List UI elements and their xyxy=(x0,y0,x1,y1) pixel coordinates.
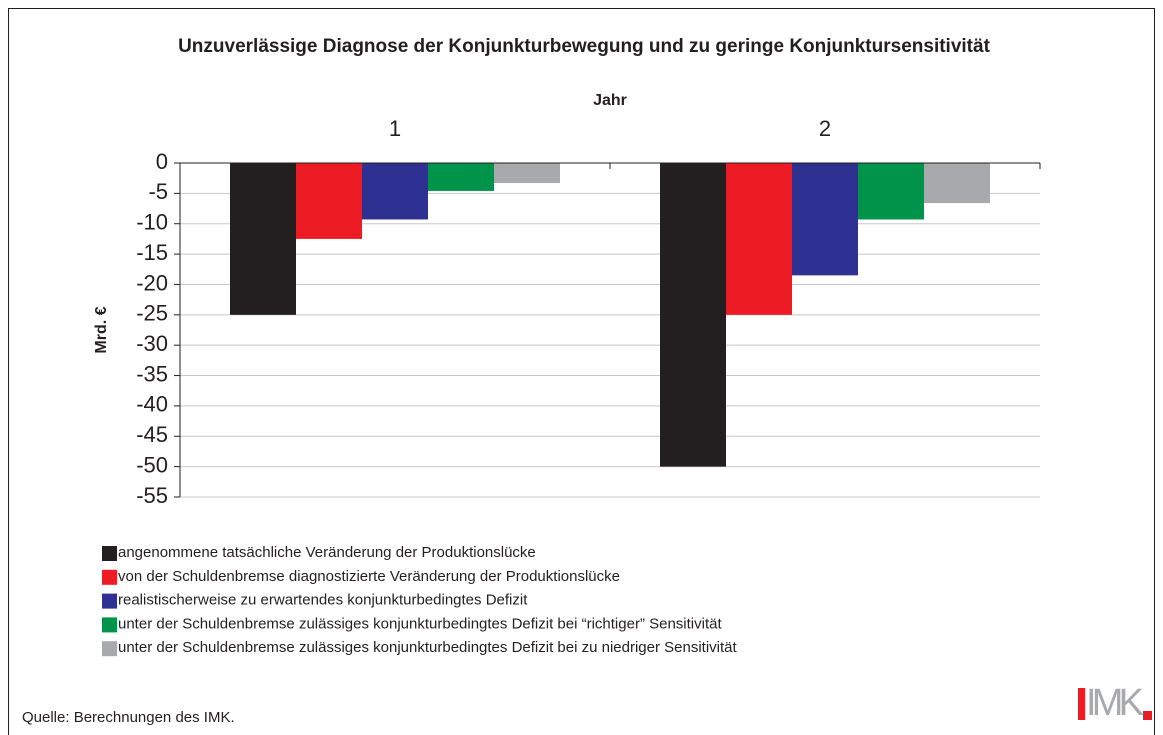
x-axis-label: Jahr xyxy=(593,92,627,109)
legend-swatch xyxy=(102,546,117,561)
legend-label: realistischerweise zu erwartendes konjun… xyxy=(118,592,528,609)
legend-label: von der Schuldenbremse diagnostizierte V… xyxy=(118,568,620,585)
bar xyxy=(296,163,362,239)
legend-swatch xyxy=(102,593,117,609)
legend-swatch xyxy=(102,641,117,657)
y-tick-label: -25 xyxy=(136,301,168,326)
y-tick-label: -55 xyxy=(136,483,168,508)
y-tick-label: -5 xyxy=(148,179,168,204)
y-tick-label: 0 xyxy=(156,149,168,174)
y-axis-label: Mrd. € xyxy=(93,306,110,353)
y-tick-label: -40 xyxy=(136,392,168,417)
legend-label: angenommene tatsächliche Veränderung der… xyxy=(118,544,536,561)
frame xyxy=(8,8,1155,735)
y-tick-label: -20 xyxy=(136,270,168,295)
y-tick-label: -15 xyxy=(136,240,168,265)
y-tick-label: -35 xyxy=(136,361,168,386)
chart-title: Unzuverlässige Diagnose der Konjunkturbe… xyxy=(178,36,990,57)
bar xyxy=(792,163,858,276)
bar xyxy=(230,163,296,315)
y-tick-label: -30 xyxy=(136,331,168,356)
bar xyxy=(494,163,560,184)
legend-swatch xyxy=(102,569,117,585)
bar xyxy=(428,163,494,191)
bar xyxy=(660,163,726,467)
x-tick-label: 1 xyxy=(389,116,401,141)
bar xyxy=(858,163,924,220)
logo: IMK xyxy=(1086,682,1144,724)
y-tick-label: -50 xyxy=(136,452,168,477)
logo-bar xyxy=(1078,688,1085,720)
legend-swatch xyxy=(102,617,117,633)
logo-square xyxy=(1143,711,1152,720)
bar xyxy=(362,163,428,220)
bar xyxy=(924,163,990,204)
source: Quelle: Berechnungen des IMK. xyxy=(22,709,235,726)
x-tick-label: 2 xyxy=(819,116,831,141)
legend-label: unter der Schuldenbremse zulässiges konj… xyxy=(118,639,738,656)
y-tick-label: -45 xyxy=(136,422,168,447)
bar xyxy=(726,163,792,315)
legend-label: unter der Schuldenbremse zulässiges konj… xyxy=(118,615,722,632)
y-tick-label: -10 xyxy=(136,210,168,235)
